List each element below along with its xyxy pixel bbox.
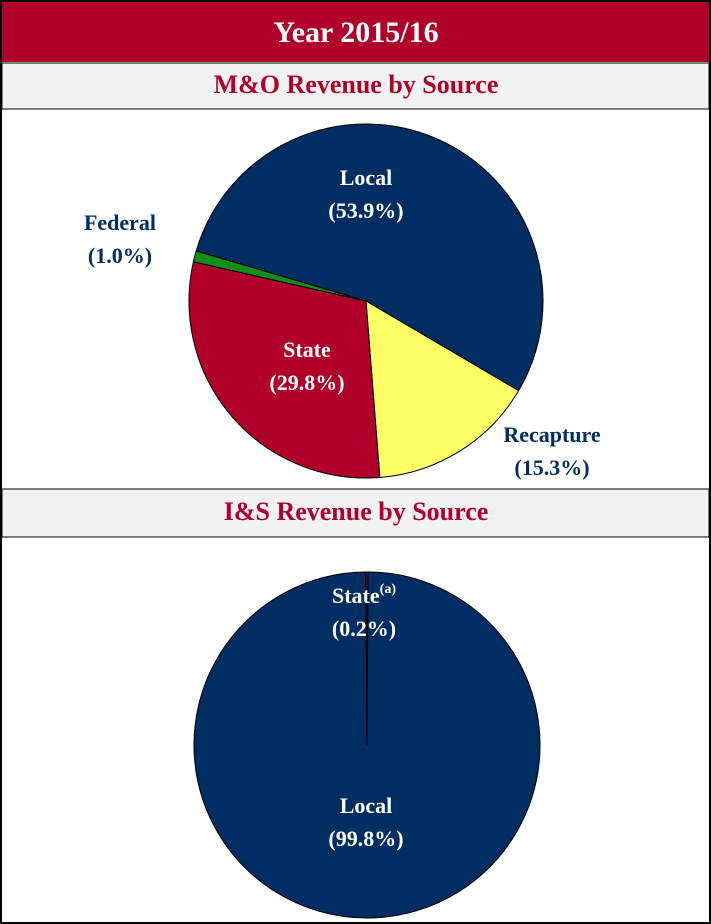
pie-slice [192, 250, 367, 302]
category-name: Local [340, 793, 393, 818]
category-name: State [332, 583, 380, 608]
slice-label: State [283, 337, 331, 362]
subheader-band [1, 488, 710, 538]
footnote-marker: (a) [380, 582, 397, 597]
value-label: (0.2%) [332, 616, 396, 641]
category-name: Recapture [503, 422, 601, 447]
slice-label: Local [340, 165, 393, 190]
slice-label: Recapture [503, 422, 601, 447]
value-label: (1.0%) [88, 243, 152, 268]
pie-slice [188, 261, 381, 479]
pie-slice [193, 571, 541, 919]
category-name: Federal [84, 210, 156, 235]
header-band [2, 2, 709, 62]
chart-title: I&S Revenue by Source [224, 497, 489, 526]
value-label: (99.8%) [328, 826, 403, 851]
slice-label: State(a) [332, 582, 396, 608]
pie-slice [365, 300, 520, 478]
pie-slice [195, 123, 544, 392]
value-label: (53.9%) [328, 198, 403, 223]
header-title: Year 2015/16 [273, 16, 438, 49]
value-label: (29.8%) [269, 370, 344, 395]
slice-label: Local [340, 793, 393, 818]
subheader-band [1, 62, 710, 110]
chart-title: M&O Revenue by Source [214, 70, 499, 99]
value-label: (15.3%) [514, 455, 589, 480]
category-name: State [283, 337, 331, 362]
slice-label: Federal [84, 210, 156, 235]
category-name: Local [340, 165, 393, 190]
